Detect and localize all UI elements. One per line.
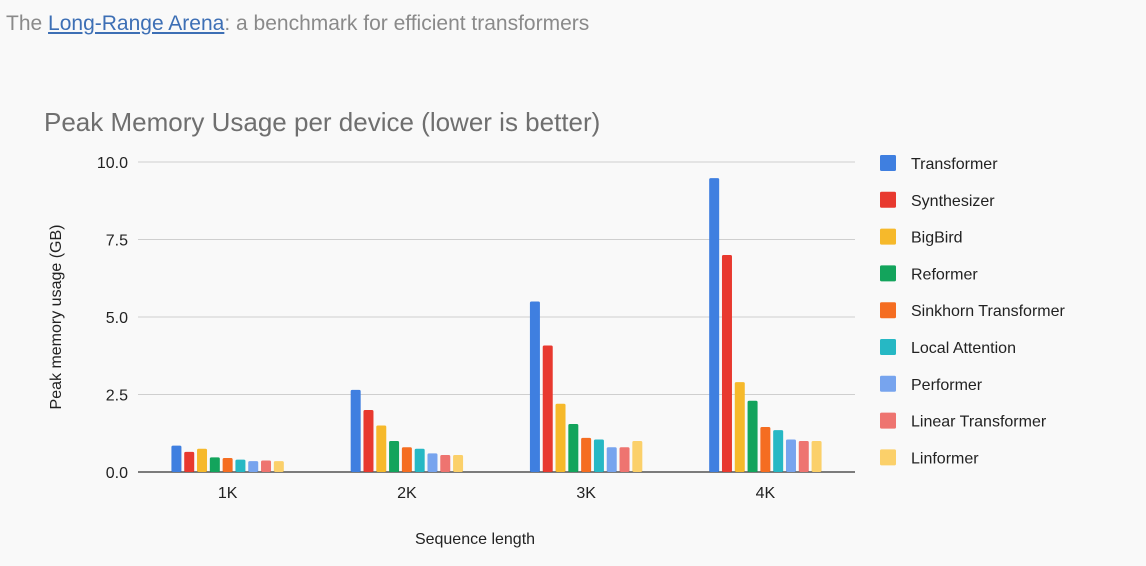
bar [427,453,438,472]
bar [401,447,412,472]
y-tick-label: 5.0 [106,310,128,327]
x-tick-labels: 1K 2K 3K 4K [218,485,776,502]
bar [709,178,720,472]
bar [261,460,272,472]
bar [760,427,771,472]
legend-swatch [880,375,896,392]
bar [593,439,604,472]
x-tick-label: 2K [397,485,417,502]
bar [248,461,259,472]
bar [184,451,195,472]
y-tick-label: 7.5 [106,233,128,250]
bar [529,301,540,472]
x-axis-label: Sequence length [415,531,535,548]
bar [389,441,400,472]
bar [606,447,617,472]
legend-swatch [880,265,896,282]
bar [619,447,630,472]
legend-label: Linear Transformer [911,414,1047,431]
bar [209,457,220,472]
bar [785,439,796,472]
gridlines [138,161,855,473]
y-tick-labels: 0.0 2.5 5.0 7.5 10.0 [97,155,128,482]
legend-label: Performer [911,377,983,394]
bar [197,448,208,472]
bar [542,345,553,472]
legend-label: Sinkhorn Transformer [911,303,1066,320]
legend-label: Reformer [911,266,978,283]
bar [273,461,284,472]
caption: The Long-Range Arena: a benchmark for ef… [6,12,589,36]
legend-swatch [880,412,896,429]
legend-label: Transformer [911,156,998,173]
legend-label: Linformer [911,450,979,467]
legend-swatch [880,191,896,208]
legend-swatch [880,339,896,355]
bar [376,425,387,472]
bar [453,454,464,472]
bar [747,400,758,472]
bar [222,458,233,472]
legend-label: BigBird [911,230,963,247]
y-tick-label: 2.5 [106,388,128,405]
x-tick-label: 4K [756,485,776,502]
y-tick-label: 10.0 [97,155,128,172]
caption-suffix: : a benchmark for efficient transformers [224,12,590,35]
long-range-arena-link[interactable]: Long-Range Arena [48,12,225,35]
bar [363,410,374,472]
bar [734,382,745,472]
legend-label: Synthesizer [911,193,995,210]
y-tick-label: 0.0 [106,465,128,482]
x-tick-label: 1K [218,485,238,502]
y-axis-label: Peak memory usage (GB) [48,225,65,410]
caption-prefix: The [6,12,49,35]
bar [581,437,592,472]
legend-swatch [880,155,896,171]
bar [350,389,361,472]
bar [171,445,182,472]
bar [773,430,784,472]
bar [721,255,732,472]
x-tick-label: 3K [576,485,596,502]
bar [414,448,425,472]
bar [555,403,566,472]
legend-swatch [880,228,896,245]
bar [440,454,451,472]
bar [235,459,246,472]
legend-swatch [880,449,896,466]
bars [171,178,822,472]
bar [811,441,822,472]
bar [632,441,643,472]
legend-label: Local Attention [911,340,1016,357]
bar [798,441,809,472]
chart-title: Peak Memory Usage per device (lower is b… [44,107,600,137]
legend-swatch [880,302,896,319]
legend: Transformer Synthesizer BigBird Reformer Sin… [880,155,1066,467]
bar [568,423,579,472]
